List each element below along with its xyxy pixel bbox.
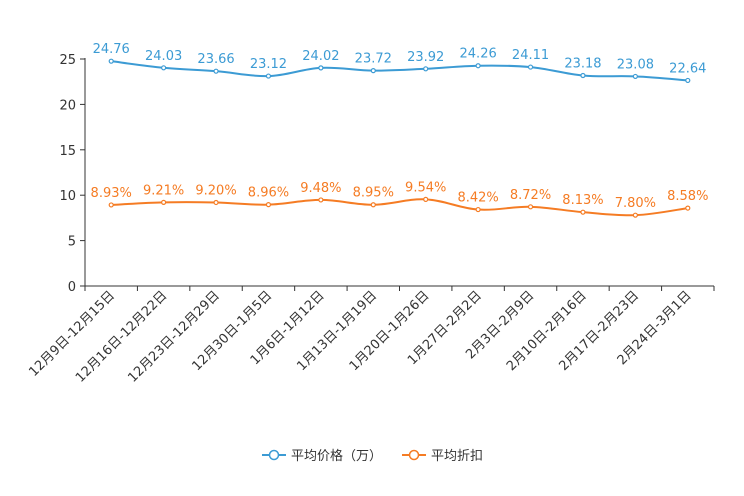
data-label: 24.76 [93, 42, 130, 57]
data-label: 8.95% [353, 186, 394, 201]
data-label: 23.66 [197, 52, 234, 67]
data-point [423, 196, 429, 202]
data-label: 23.18 [564, 57, 601, 72]
data-point [580, 72, 586, 79]
x-axis: 12月9日-12月15日12月16日-12月22日12月23日-12月29日12… [26, 285, 715, 386]
data-point [108, 202, 114, 208]
data-label: 8.72% [510, 188, 551, 203]
legend: 平均价格（万） 平均折扣 [262, 448, 483, 464]
legend-marker [408, 449, 420, 461]
data-label: 8.96% [248, 186, 289, 201]
legend-item-1: 平均折扣 [402, 449, 483, 464]
data-point [370, 68, 376, 74]
y-tick-label: 20 [59, 98, 76, 113]
data-point [265, 202, 272, 208]
data-point [527, 64, 534, 70]
data-point [475, 206, 481, 213]
series-line [111, 198, 688, 217]
data-point [108, 58, 114, 64]
data-label: 24.11 [512, 48, 549, 63]
data-label: 24.03 [145, 49, 182, 64]
data-label: 24.02 [302, 49, 339, 64]
data-point [685, 77, 691, 84]
data-point [161, 65, 167, 71]
y-axis: 0 5 10 15 20 25 [59, 53, 86, 295]
data-label: 8.58% [667, 189, 708, 204]
x-tick-label: 12月23日-12月29日 [125, 288, 222, 385]
data-point [685, 205, 691, 211]
data-point [265, 73, 272, 79]
data-point [213, 199, 219, 206]
data-point [370, 202, 376, 208]
series-0: 24.76 24.03 23.66 23.12 24.02 23.72 23.92 24.26… [93, 42, 706, 84]
data-label: 8.13% [562, 193, 603, 208]
data-point [632, 73, 638, 80]
x-tick-label: 12月9日-12月15日 [26, 288, 118, 380]
series-layer: 24.76 24.03 23.66 23.12 24.02 23.72 23.92 24.26… [91, 42, 708, 218]
data-label: 23.08 [617, 57, 654, 72]
data-label: 9.21% [143, 183, 184, 198]
data-point [580, 209, 586, 215]
data-point [423, 66, 429, 72]
data-point [475, 63, 481, 69]
data-point [318, 65, 324, 71]
legend-marker [268, 449, 280, 461]
data-point [318, 197, 324, 203]
y-tick-label: 15 [59, 144, 76, 159]
data-point [213, 68, 219, 74]
data-label: 22.64 [669, 61, 706, 76]
legend-label: 平均折扣 [431, 449, 483, 464]
y-tick-label: 0 [68, 280, 76, 295]
data-point [161, 199, 167, 205]
y-tick-label: 5 [68, 235, 76, 250]
data-label: 24.26 [460, 47, 497, 62]
legend-label: 平均价格（万） [291, 448, 382, 464]
series-1: 8.93% 9.21% 9.20% 8.96% 9.48% 8.95% 9.54% 8.42%… [91, 180, 708, 218]
data-label: 7.80% [615, 196, 656, 211]
data-label: 8.42% [457, 191, 498, 206]
data-label: 23.12 [250, 57, 287, 72]
x-tick-label: 12月16日-12月22日 [73, 288, 170, 385]
data-label: 9.48% [300, 181, 341, 196]
y-tick-label: 25 [59, 53, 76, 68]
series-line [111, 60, 688, 82]
legend-item-0: 平均价格（万） [262, 448, 382, 464]
data-label: 9.20% [195, 183, 236, 198]
data-label: 8.93% [91, 186, 132, 201]
data-label: 23.72 [355, 52, 392, 67]
data-point [527, 204, 534, 210]
data-label: 23.92 [407, 50, 444, 65]
data-point [632, 212, 638, 218]
y-tick-label: 10 [59, 189, 76, 204]
data-label: 9.54% [405, 180, 446, 195]
